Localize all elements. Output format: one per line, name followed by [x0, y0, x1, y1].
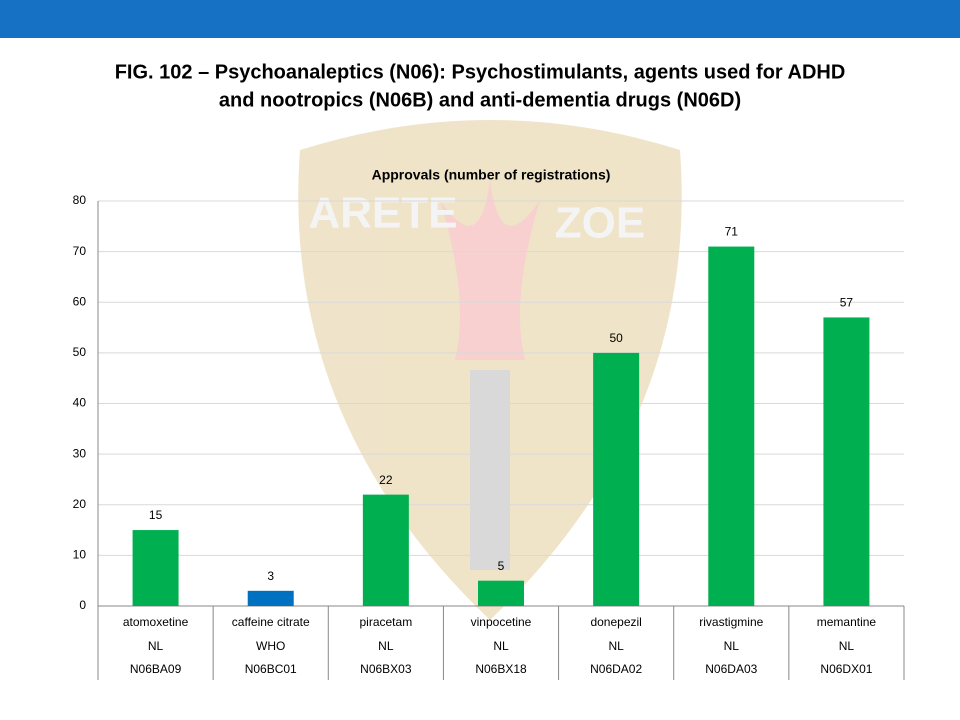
- header-band: [0, 0, 960, 38]
- x-tick-label: N06BX18: [475, 662, 527, 676]
- x-tick-label: memantine: [817, 615, 877, 629]
- x-tick-label: N06BX03: [360, 662, 412, 676]
- x-tick-label: N06DX01: [820, 662, 872, 676]
- x-tick-label: NL: [839, 639, 855, 653]
- x-tick-label: NL: [148, 639, 164, 653]
- y-tick-label: 30: [73, 446, 87, 460]
- x-tick-label: donepezil: [590, 615, 641, 629]
- x-tick-label: vinpocetine: [471, 615, 532, 629]
- data-label: 50: [609, 331, 623, 345]
- x-tick-label: NL: [724, 639, 740, 653]
- y-tick-label: 0: [79, 598, 86, 612]
- x-tick-label: N06DA02: [590, 662, 642, 676]
- y-tick-label: 20: [73, 497, 87, 511]
- bar: [478, 580, 524, 606]
- x-tick-label: piracetam: [360, 615, 413, 629]
- x-tick-label: NL: [608, 639, 624, 653]
- bar: [132, 530, 179, 606]
- watermark-text: ARETE: [308, 189, 457, 238]
- data-label: 15: [149, 508, 163, 522]
- slide-title: and nootropics (N06B) and anti-dementia …: [219, 89, 741, 111]
- x-tick-label: NL: [493, 639, 509, 653]
- y-tick-label: 10: [73, 548, 87, 562]
- x-tick-label: N06BC01: [245, 662, 297, 676]
- watermark-text: ZOE: [555, 199, 645, 248]
- data-label: 22: [379, 473, 393, 487]
- x-tick-label: NL: [378, 639, 394, 653]
- data-label: 57: [840, 296, 854, 310]
- y-tick-label: 70: [73, 244, 87, 258]
- x-tick-label: caffeine citrate: [232, 615, 310, 629]
- bar: [708, 246, 755, 606]
- data-label: 71: [725, 225, 739, 239]
- data-label: 3: [267, 569, 274, 583]
- bar: [593, 352, 640, 606]
- x-tick-label: WHO: [256, 639, 285, 653]
- x-tick-label: N06BA09: [130, 662, 182, 676]
- y-tick-label: 80: [73, 193, 87, 207]
- bar: [823, 317, 870, 606]
- x-tick-label: rivastigmine: [699, 615, 763, 629]
- y-tick-label: 50: [73, 345, 87, 359]
- y-tick-label: 60: [73, 294, 87, 308]
- x-tick-label: atomoxetine: [123, 615, 189, 629]
- x-tick-label: N06DA03: [705, 662, 757, 676]
- y-tick-label: 40: [73, 396, 87, 410]
- bar: [247, 590, 294, 606]
- slide-title: FIG. 102 – Psychoanaleptics (N06): Psych…: [115, 61, 846, 83]
- data-label: 5: [498, 559, 505, 573]
- chart-title: Approvals (number of registrations): [372, 167, 611, 183]
- bar: [362, 494, 409, 606]
